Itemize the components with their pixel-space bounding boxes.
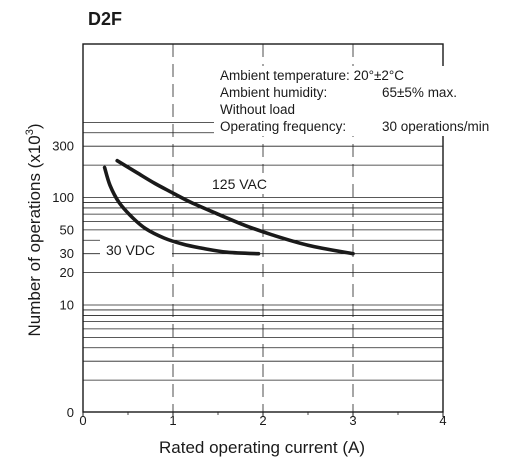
y-axis-title-main: Number of operations (x10	[25, 135, 44, 336]
x-tick-label: 1	[169, 413, 176, 428]
y-axis-title: Number of operations (x103)	[24, 123, 44, 336]
y-tick-label: 300	[52, 139, 74, 154]
condition-humidity-label: Ambient humidity:	[220, 85, 327, 100]
y-axis-zero-label: 0	[67, 405, 74, 420]
y-axis-title-exponent: 3	[24, 129, 36, 135]
y-tick-label: 20	[60, 265, 74, 280]
y-axis-title-close: )	[25, 123, 44, 129]
x-axis-ticks: 0 1 2 3 4	[79, 412, 447, 428]
series-curves	[102, 158, 355, 256]
condition-load: Without load	[220, 102, 295, 117]
conditions-box	[214, 66, 504, 136]
y-tick-label: 10	[60, 298, 74, 313]
x-tick-label: 4	[439, 413, 446, 428]
legend-box-30-vdc	[100, 239, 172, 260]
series-line-125-vac	[115, 158, 355, 256]
y-axis-ticks: 10 20 30 50 100 300	[52, 139, 74, 313]
condition-humidity-value: 65±5% max.	[382, 85, 457, 100]
x-tick-label: 2	[259, 413, 266, 428]
y-tick-label: 50	[60, 222, 74, 237]
conditions-block: Ambient temperature: 20°±2°C Ambient hum…	[220, 68, 489, 134]
condition-frequency-label: Operating frequency:	[220, 119, 346, 134]
series-label-30-vdc: 30 VDC	[106, 242, 155, 258]
series-line-30-vdc	[102, 165, 261, 256]
legend-box-125-vac	[205, 173, 281, 194]
x-axis-title: Rated operating current (A)	[159, 438, 365, 457]
y-tick-label: 100	[52, 190, 74, 205]
series-label-125-vac: 125 VAC	[212, 176, 267, 192]
chart-title: D2F	[88, 9, 122, 29]
condition-temperature: Ambient temperature: 20°±2°C	[220, 68, 404, 83]
y-tick-label: 30	[60, 246, 74, 261]
x-tick-label: 3	[349, 413, 356, 428]
condition-frequency-value: 30 operations/min	[382, 119, 489, 134]
x-tick-label: 0	[79, 413, 86, 428]
